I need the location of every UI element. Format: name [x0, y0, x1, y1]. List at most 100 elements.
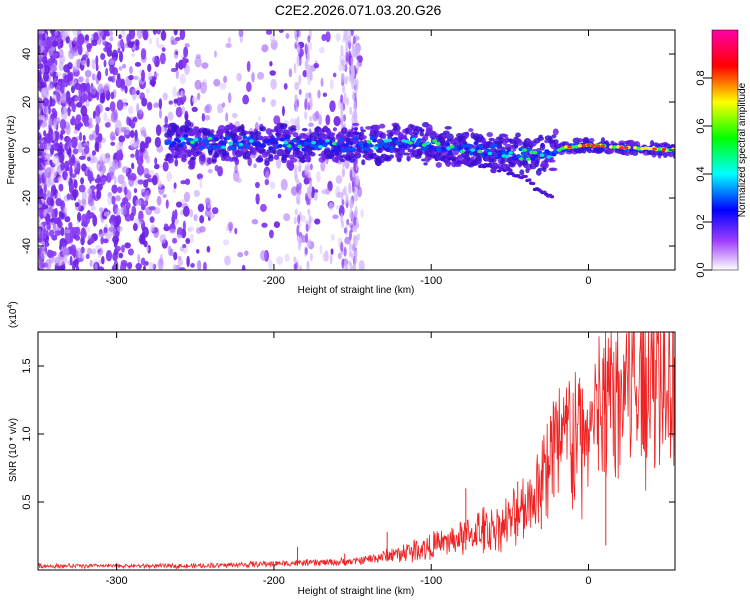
- noise-speck: [141, 97, 148, 107]
- noise-speck: [91, 150, 97, 156]
- noise-speck: [112, 236, 120, 244]
- noise-speck: [51, 107, 57, 114]
- noise-speck: [335, 175, 343, 184]
- track-peak: [470, 148, 476, 152]
- noise-speck: [48, 229, 55, 237]
- noise-speck: [320, 160, 326, 172]
- noise-speck: [88, 237, 95, 244]
- noise-speck: [38, 45, 41, 56]
- track-peak: [411, 137, 417, 142]
- noise-speck: [341, 258, 345, 270]
- track-halo: [211, 159, 217, 163]
- track-halo: [277, 128, 283, 135]
- noise-speck: [332, 214, 339, 220]
- noise-speck: [121, 244, 125, 253]
- noise-speck: [244, 250, 249, 257]
- noise-speck: [38, 71, 41, 83]
- noise-speck: [78, 155, 86, 160]
- noise-speck: [91, 206, 96, 211]
- track-core: [357, 142, 363, 147]
- noise-speck: [52, 155, 60, 166]
- noise-speck: [58, 141, 63, 152]
- noise-speck: [345, 97, 349, 106]
- noise-speck: [38, 158, 42, 169]
- track-halo: [552, 139, 559, 145]
- noise-speck: [293, 63, 297, 74]
- track-halo: [289, 157, 298, 163]
- noise-speck: [207, 168, 213, 174]
- track-halo: [292, 131, 299, 138]
- noise-speck: [131, 162, 135, 170]
- noise-speck: [304, 59, 308, 71]
- noise-speck: [295, 105, 299, 113]
- noise-speck: [51, 52, 58, 58]
- noise-speck: [283, 83, 288, 90]
- noise-speck: [38, 151, 43, 157]
- noise-speck: [343, 185, 347, 197]
- noise-speck: [348, 34, 352, 43]
- x-tick-label: -100: [420, 275, 442, 287]
- noise-speck: [355, 174, 359, 186]
- noise-speck: [113, 260, 119, 270]
- noise-speck: [354, 84, 358, 95]
- track-core: [204, 141, 210, 146]
- noise-speck: [223, 75, 228, 84]
- snr-trace: [38, 332, 675, 570]
- track-core: [348, 141, 354, 146]
- noise-speck: [270, 34, 276, 44]
- noise-speck: [115, 77, 123, 89]
- noise-speck: [101, 255, 105, 265]
- noise-speck: [85, 100, 90, 107]
- noise-speck: [73, 65, 79, 73]
- noise-speck: [44, 241, 50, 247]
- noise-speck: [49, 35, 57, 41]
- noise-speck: [118, 66, 123, 71]
- x-tick-label: -300: [106, 275, 128, 287]
- colorbar-tick-label: 0.6: [695, 118, 707, 133]
- noise-speck: [345, 30, 349, 38]
- noise-speck: [130, 52, 136, 58]
- noise-speck: [194, 79, 202, 90]
- noise-speck: [348, 229, 352, 241]
- noise-speck: [341, 219, 345, 229]
- track-core: [466, 143, 472, 148]
- noise-speck: [55, 198, 63, 207]
- secondary-track: [496, 169, 502, 173]
- noise-speck: [43, 209, 47, 217]
- x-tick-label: 0: [585, 275, 591, 287]
- noise-speck: [246, 60, 251, 72]
- noise-speck: [340, 116, 344, 123]
- noise-speck: [145, 246, 150, 252]
- noise-speck: [196, 260, 202, 270]
- noise-speck: [340, 103, 344, 114]
- noise-speck: [337, 252, 342, 260]
- noise-speck: [343, 261, 347, 270]
- noise-speck: [199, 215, 205, 224]
- noise-speck: [295, 36, 299, 46]
- noise-speck: [92, 110, 96, 119]
- track-core: [428, 145, 434, 150]
- noise-speck: [355, 217, 359, 229]
- noise-speck: [354, 205, 358, 218]
- noise-speck: [67, 106, 71, 117]
- noise-speck: [68, 157, 76, 167]
- track-peak: [612, 145, 618, 149]
- noise-speck: [116, 99, 124, 111]
- noise-speck: [71, 49, 79, 57]
- noise-speck: [38, 252, 45, 263]
- noise-speck: [152, 56, 158, 64]
- noise-speck: [118, 135, 126, 143]
- noise-speck: [107, 76, 114, 82]
- noise-speck: [74, 124, 81, 132]
- noise-speck: [41, 56, 47, 65]
- noise-speck: [76, 247, 82, 259]
- noise-speck: [104, 122, 111, 128]
- noise-speck: [112, 67, 119, 76]
- noise-speck: [340, 94, 344, 104]
- noise-speck: [95, 245, 101, 250]
- noise-speck: [273, 221, 281, 229]
- secondary-track: [442, 155, 447, 159]
- noise-speck: [322, 252, 330, 262]
- noise-speck: [61, 256, 68, 264]
- noise-speck: [354, 249, 358, 258]
